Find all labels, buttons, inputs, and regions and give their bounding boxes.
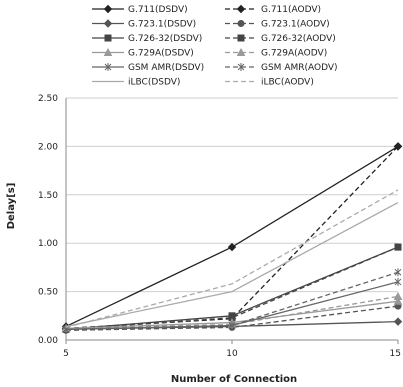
legend-marker [237,20,245,27]
y-tick-label: 0.00 [38,336,58,346]
legend-item: iLBC(AODV) [225,78,314,88]
series-11 [65,189,399,329]
legend-label: iLBC(AODV) [261,78,314,88]
legend-label: G.729A(DSDV) [128,49,194,59]
x-tick-label: 5 [63,349,69,359]
legend-marker [236,4,246,14]
legend-marker [104,63,112,71]
legend-label: GSM AMR(AODV) [261,63,338,73]
chart-axes [65,98,399,344]
legend-marker [237,34,245,42]
legend-item: G.729A(DSDV) [92,47,194,59]
series-line [65,201,399,328]
y-tick-label: 1.00 [38,239,58,249]
legend-item: G.723.1(AODV) [225,20,330,30]
series-10 [65,201,399,328]
data-point [228,321,236,330]
y-tick-label: 2.50 [38,94,58,104]
legend-marker [104,34,112,42]
legend-item: GSM AMR(DSDV) [92,63,204,73]
data-point [394,243,402,251]
legend-label: G.711(DSDV) [128,5,188,15]
data-point [393,142,403,151]
series-line [65,271,399,331]
y-tick-label: 1.50 [38,191,58,201]
legend-item: G.723.1(DSDV) [92,19,196,30]
legend-item: G.729A(AODV) [225,47,327,59]
data-point [393,317,403,326]
legend-item: G.711(AODV) [225,4,321,15]
data-point [394,277,402,286]
legend-label: G.726-32(AODV) [261,34,336,44]
x-tick-labels: 5 10 15 [63,349,401,359]
legend-item: G.726-32(DSDV) [92,34,202,44]
legend-marker [103,47,113,56]
series-0 [61,142,403,331]
y-gridlines [66,97,398,341]
x-tick-label: 15 [390,349,401,359]
data-point [227,242,237,252]
data-point [393,296,403,305]
legend-marker [236,47,246,56]
x-axis-title: Number of Connection [171,374,297,385]
data-point [393,291,403,300]
y-axis-title: Delay[s] [6,183,17,230]
series-line [65,189,399,329]
legend-item: iLBC(DSDV) [92,78,180,88]
legend-marker [103,19,113,28]
legend-item: G.711(DSDV) [92,4,188,15]
series-lines [61,142,403,334]
data-point [394,268,402,277]
legend-marker [103,4,113,14]
series-line [65,145,399,330]
series-line [65,145,399,328]
chart-legend: G.711(DSDV) G.711(AODV) G.723.1(DSDV) G.723… [92,4,338,88]
legend-label: G.729A(AODV) [261,49,327,59]
legend-label: G.723.1(DSDV) [128,20,196,30]
y-tick-label: 2.00 [38,142,58,152]
x-tick-label: 10 [226,349,238,359]
legend-label: G.723.1(AODV) [261,20,330,30]
legend-item: GSM AMR(AODV) [225,63,338,73]
legend-label: G.711(AODV) [261,5,321,15]
y-tick-label: 0.50 [38,288,58,298]
legend-label: iLBC(DSDV) [128,78,180,88]
y-tick-labels: 0.00 0.50 1.00 1.50 2.00 2.50 [38,94,58,346]
legend-item: G.726-32(AODV) [225,34,336,44]
legend-label: G.726-32(DSDV) [128,34,202,44]
legend-label: GSM AMR(DSDV) [128,63,204,73]
legend-marker [237,63,245,71]
